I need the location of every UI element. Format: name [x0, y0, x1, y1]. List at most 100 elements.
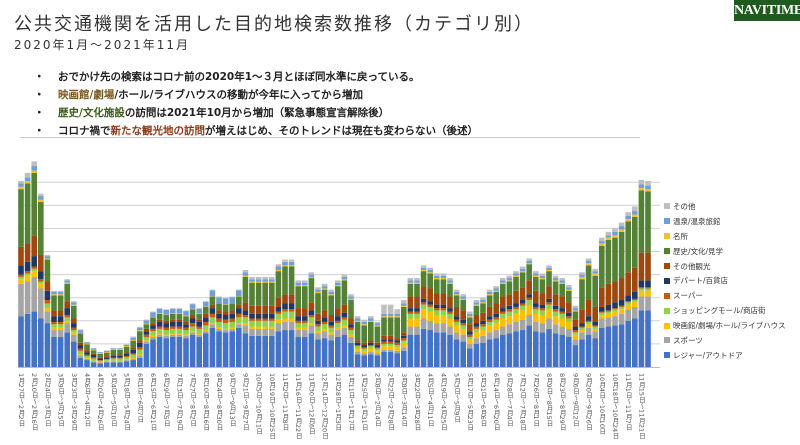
bar-segment	[176, 313, 183, 320]
bar-segment	[282, 321, 288, 331]
bar-segment	[123, 361, 130, 368]
legend-swatch-icon	[664, 337, 670, 344]
bar-segment	[552, 281, 559, 295]
bar-segment	[38, 201, 44, 255]
bar-segment	[493, 303, 499, 314]
bullet-item: ・歴史/文化施設 の訪問は2021年10月から増加（緊急事態宣言解除後）	[34, 103, 478, 121]
bar-segment	[566, 285, 572, 288]
x-tick-label: 11月30日～12月6日	[307, 373, 316, 435]
bar-segment	[269, 279, 275, 282]
bar-segment	[183, 335, 189, 339]
bar-segment	[90, 357, 97, 359]
bar-segment	[546, 269, 552, 272]
bar-segment	[605, 304, 612, 311]
bar-segment	[84, 350, 90, 353]
bar-segment	[44, 323, 51, 367]
bar-segment	[618, 309, 625, 314]
bar-segment	[64, 308, 70, 316]
bar-segment	[374, 342, 381, 346]
bar-segment	[117, 349, 123, 350]
bar-segment	[18, 316, 24, 367]
bar-segment	[295, 285, 301, 287]
bar-segment	[163, 320, 169, 324]
bar-segment	[585, 300, 592, 317]
bar-segment	[546, 302, 552, 305]
bar-segment	[533, 306, 539, 310]
x-tick-label: 4月6日～4月12日	[83, 373, 91, 427]
bar-segment	[236, 304, 242, 309]
bar-segment	[163, 327, 169, 331]
bar-segment	[282, 294, 288, 304]
bar-segment	[130, 360, 136, 367]
bar-segment	[130, 339, 136, 341]
bar-segment	[31, 271, 37, 277]
bar-segment	[150, 328, 156, 332]
bar-segment	[645, 296, 651, 311]
bar-segment	[64, 301, 70, 309]
bar-segment	[183, 338, 189, 368]
bar-segment	[143, 324, 150, 329]
bar-segment	[440, 278, 447, 280]
legend-swatch-icon	[664, 322, 670, 329]
bar-segment	[321, 338, 328, 368]
bar-segment	[269, 328, 275, 336]
bar-segment	[566, 290, 572, 303]
x-tick-label: 5月31日～6月6日	[479, 373, 487, 427]
bar-segment	[295, 327, 301, 331]
bar-segment	[170, 321, 176, 327]
bar-segment	[335, 285, 341, 287]
bar-segment	[31, 235, 37, 257]
bar-segment	[401, 305, 407, 307]
bar-segment	[64, 323, 70, 333]
bar-segment	[579, 272, 585, 275]
bar-segment	[500, 311, 506, 314]
bar-segment	[473, 305, 480, 316]
bar-segment	[394, 342, 400, 346]
bar-segment	[559, 280, 565, 283]
bar-segment	[420, 304, 427, 310]
bar-segment	[387, 349, 394, 352]
bar-segment	[526, 280, 532, 295]
bar-segment	[539, 273, 546, 276]
bar-segment	[533, 275, 539, 277]
x-tick-label: 3月22日～3月28日	[413, 373, 421, 431]
bar-segment	[130, 353, 136, 355]
bar-segment	[467, 334, 473, 337]
legend-swatch-icon	[664, 277, 670, 284]
bar-segment	[592, 306, 598, 322]
bar-segment	[420, 286, 427, 299]
bar-segment	[618, 324, 625, 367]
bar-segment	[143, 331, 150, 335]
bar-segment	[328, 289, 334, 292]
bar-segment	[308, 276, 315, 279]
bar-segment	[143, 341, 150, 344]
bar-segment	[183, 310, 189, 312]
bar-segment	[414, 282, 420, 284]
bar-segment	[222, 332, 229, 367]
bar-segment	[585, 263, 592, 266]
bar-segment	[328, 291, 334, 295]
bar-segment	[387, 343, 394, 347]
x-tick-label: 1月11日～1月17日	[347, 373, 355, 431]
bar-segment	[625, 309, 631, 321]
bar-segment	[480, 300, 486, 303]
bar-segment	[302, 280, 308, 283]
bar-segment	[321, 321, 328, 325]
bar-segment	[97, 357, 103, 359]
bar-segment	[38, 196, 44, 200]
bar-segment	[262, 335, 268, 367]
bar-segment	[249, 320, 255, 327]
bar-segment	[282, 303, 288, 310]
bar-segment	[203, 330, 209, 332]
bar-segment	[599, 241, 605, 244]
bar-segment	[394, 340, 400, 343]
bar-segment	[90, 349, 97, 351]
bar-segment	[77, 348, 84, 351]
bar-segment	[368, 320, 374, 322]
bar-segment	[361, 324, 367, 326]
bar-segment	[288, 265, 295, 267]
bar-segment	[302, 286, 308, 309]
bar-segment	[156, 334, 163, 337]
bar-segment	[506, 324, 513, 334]
bar-segment	[117, 349, 123, 355]
